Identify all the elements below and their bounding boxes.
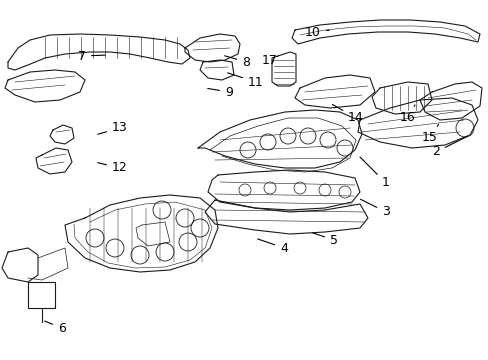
Text: 6: 6	[44, 321, 66, 334]
Text: 5: 5	[312, 233, 337, 247]
Text: 11: 11	[227, 73, 263, 89]
Text: 4: 4	[257, 239, 287, 255]
Text: 2: 2	[431, 136, 467, 158]
Text: 8: 8	[224, 55, 249, 68]
Text: 9: 9	[207, 85, 232, 99]
Text: 10: 10	[305, 26, 328, 39]
Text: 13: 13	[98, 121, 127, 135]
Text: 16: 16	[399, 105, 415, 125]
Text: 7: 7	[78, 49, 105, 63]
Text: 3: 3	[360, 199, 389, 219]
Text: 15: 15	[421, 124, 438, 144]
Text: 12: 12	[98, 162, 127, 175]
Text: 14: 14	[332, 104, 363, 125]
Text: 1: 1	[359, 157, 389, 189]
Text: 17: 17	[262, 54, 277, 67]
